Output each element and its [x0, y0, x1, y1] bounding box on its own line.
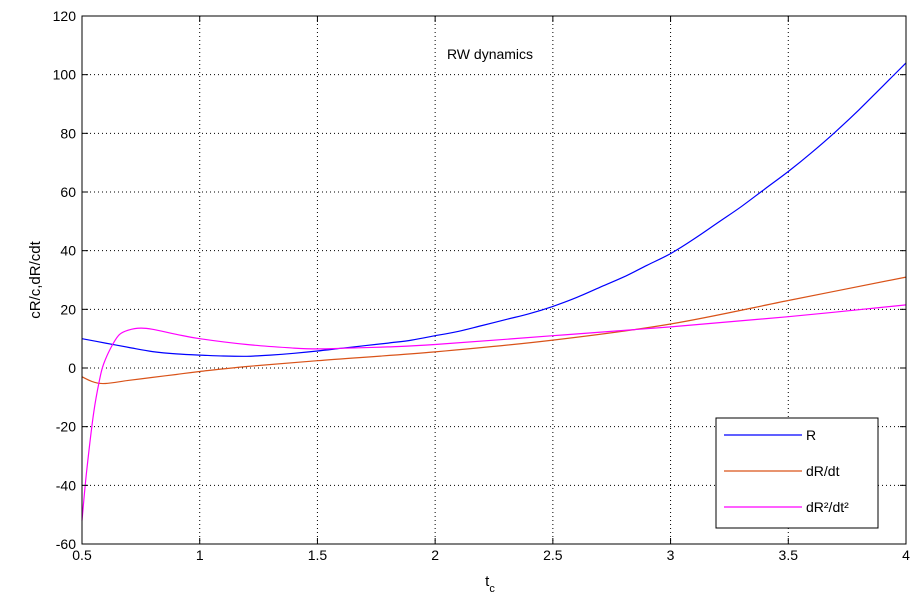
x-tick-label: 2 — [431, 547, 439, 563]
y-tick-label: -20 — [56, 419, 76, 435]
x-tick-label: 3 — [667, 547, 675, 563]
legend-box — [715, 417, 879, 529]
grid-lines — [82, 16, 906, 544]
x-tick-label: 3.5 — [779, 547, 799, 563]
y-axis-label: cR/c,dR/cdt — [27, 240, 44, 318]
series-layer — [81, 62, 907, 521]
x-tick-label: 1.5 — [308, 547, 328, 563]
x-tick-label: 4 — [902, 547, 910, 563]
x-tick-label: 1 — [196, 547, 204, 563]
chart-title: RW dynamics — [447, 46, 533, 62]
y-tick-label: -40 — [56, 477, 76, 493]
x-tick-label: 2.5 — [543, 547, 563, 563]
y-tick-label: 80 — [60, 125, 76, 141]
x-tick-label: 0.5 — [72, 547, 92, 563]
plot-frame — [81, 15, 907, 545]
legend-label-0: R — [806, 427, 816, 443]
axis-ticks: 0.5 1 1.5 2 2.5 3 3.5 4 -60 -40 -20 0 20 40 60 80 100 120 — [53, 8, 910, 563]
y-tick-label: -60 — [56, 536, 76, 552]
y-tick-label: 120 — [53, 8, 77, 24]
x-axis-label-subscript: c — [489, 583, 495, 595]
series-line-2 — [81, 304, 907, 521]
y-tick-label: 100 — [53, 67, 77, 83]
y-tick-label: 20 — [60, 301, 76, 317]
y-tick-label: 0 — [68, 360, 76, 376]
legend-label-1: dR/dt — [806, 463, 840, 479]
y-tick-label: 40 — [60, 243, 76, 259]
series-line-0 — [81, 62, 907, 357]
series-line-1 — [81, 276, 907, 385]
legend-label-2: dR²/dt² — [806, 499, 849, 515]
x-axis-label-main: t — [485, 573, 490, 590]
y-tick-label: 60 — [60, 184, 76, 200]
legend: RdR/dt dR²/dt² — [715, 417, 879, 529]
x-axis-label: tc — [485, 573, 495, 595]
